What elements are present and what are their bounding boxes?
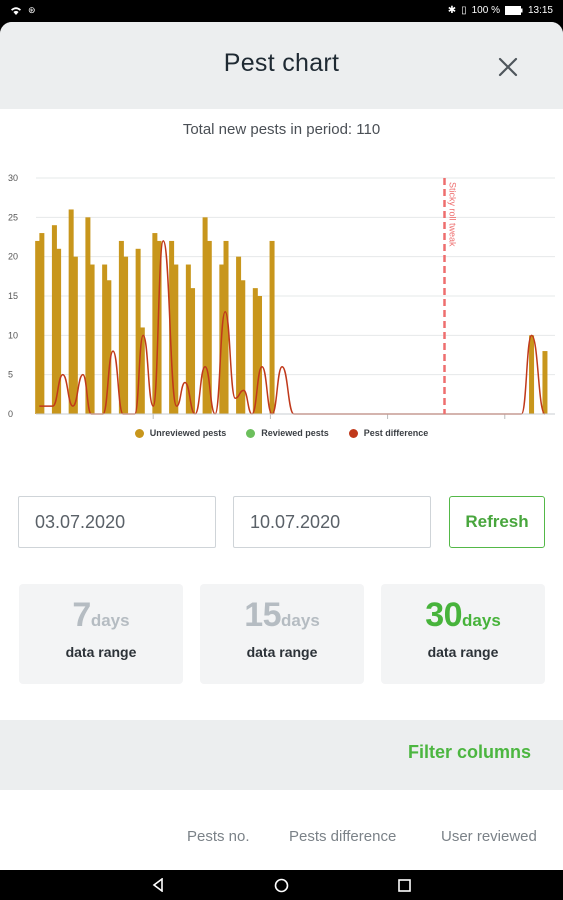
y-tick-label: 30	[8, 173, 18, 183]
bar	[156, 240, 162, 414]
home-icon[interactable]	[274, 878, 289, 893]
page-title: Pest chart	[223, 49, 340, 77]
bar	[135, 248, 141, 414]
column-header-user-reviewed[interactable]: User reviewed	[441, 828, 537, 845]
pest-difference-line	[39, 240, 546, 415]
legend-item-reviewed[interactable]: Reviewed pests	[246, 428, 329, 438]
bar	[257, 296, 263, 414]
date-from-input[interactable]: 03.07.2020	[18, 496, 216, 548]
annotation-label: Sticky roll tweak	[448, 182, 458, 247]
battery-text: 100 %	[471, 5, 500, 16]
bar	[269, 240, 275, 414]
column-header-pests-no[interactable]: Pests no.	[187, 828, 250, 845]
range-number: 15	[244, 596, 282, 634]
close-icon[interactable]	[496, 55, 520, 79]
sync-icon: ⊛	[28, 5, 36, 15]
vibrate-icon: ▯	[461, 5, 467, 16]
legend-dot	[134, 428, 144, 438]
bar	[190, 288, 196, 414]
bar	[169, 240, 175, 414]
bar	[85, 217, 91, 414]
bar	[542, 351, 548, 414]
status-bar: ⊛ ✱ ▯ 100 % 13:15	[0, 0, 563, 22]
range-label: data range	[427, 644, 499, 660]
legend-dot	[246, 428, 256, 438]
pest-chart-sheet: Pest chart Total new pests in period: 11…	[0, 22, 563, 870]
bar	[202, 217, 208, 414]
filter-bar: Filter columns	[0, 720, 563, 790]
bar	[51, 225, 57, 414]
recents-icon[interactable]	[398, 879, 411, 892]
bar	[106, 280, 112, 414]
filter-columns-button[interactable]: Filter columns	[407, 742, 531, 762]
legend-label: Pest difference	[363, 428, 429, 438]
legend-item-unreviewed[interactable]: Unreviewed pests	[134, 428, 227, 438]
navigation-bar	[0, 870, 563, 900]
range-30-days-button[interactable]: 30days data range	[381, 584, 545, 684]
bar	[236, 256, 242, 414]
y-tick-label: 0	[8, 409, 13, 419]
range-unit: days	[281, 611, 320, 630]
battery-icon	[504, 6, 523, 15]
bar	[240, 280, 246, 414]
header: Pest chart	[0, 22, 563, 109]
legend-label: Unreviewed pests	[149, 428, 227, 438]
bar	[118, 240, 124, 414]
bar	[173, 264, 179, 414]
bar	[223, 240, 229, 414]
chart-legend: Unreviewed pests Reviewed pests Pest dif…	[0, 428, 563, 438]
refresh-button[interactable]: Refresh	[449, 496, 545, 548]
legend-label: Reviewed pests	[261, 428, 329, 438]
clock: 13:15	[527, 5, 553, 16]
range-unit: days	[462, 611, 501, 630]
chart-title: Total new pests in period: 110	[182, 121, 381, 138]
date-to-input[interactable]: 10.07.2020	[233, 496, 431, 548]
bar	[35, 240, 41, 414]
legend-dot	[348, 428, 358, 438]
legend-item-difference[interactable]: Pest difference	[348, 428, 429, 438]
range-number: 7	[72, 596, 91, 634]
bar	[185, 264, 191, 414]
bar	[206, 240, 212, 414]
bar	[39, 233, 45, 414]
back-icon[interactable]	[151, 878, 165, 892]
y-tick-label: 5	[8, 370, 13, 380]
pest-chart: 05101520253015. Jun22. Jun29. Jun6. JulS…	[8, 173, 555, 419]
range-15-days-button[interactable]: 15days data range	[200, 584, 364, 684]
bar	[123, 256, 129, 414]
bar	[89, 264, 95, 414]
bar	[56, 248, 62, 414]
y-tick-label: 20	[8, 252, 18, 262]
y-tick-label: 10	[8, 330, 18, 340]
bar	[68, 209, 74, 414]
bar	[139, 327, 145, 414]
bar	[152, 233, 158, 414]
range-label: data range	[65, 644, 137, 660]
y-tick-label: 15	[8, 291, 18, 301]
range-label: data range	[246, 644, 318, 660]
bar	[252, 288, 258, 414]
bar	[102, 264, 108, 414]
range-number: 30	[425, 596, 463, 634]
range-7-days-button[interactable]: 7days data range	[19, 584, 183, 684]
bar	[529, 335, 535, 414]
column-header-pests-difference[interactable]: Pests difference	[289, 828, 397, 845]
bar	[72, 256, 78, 414]
range-unit: days	[90, 611, 130, 630]
bluetooth-icon: ✱	[447, 5, 457, 16]
wifi-icon	[11, 6, 21, 15]
y-tick-label: 25	[8, 212, 18, 222]
